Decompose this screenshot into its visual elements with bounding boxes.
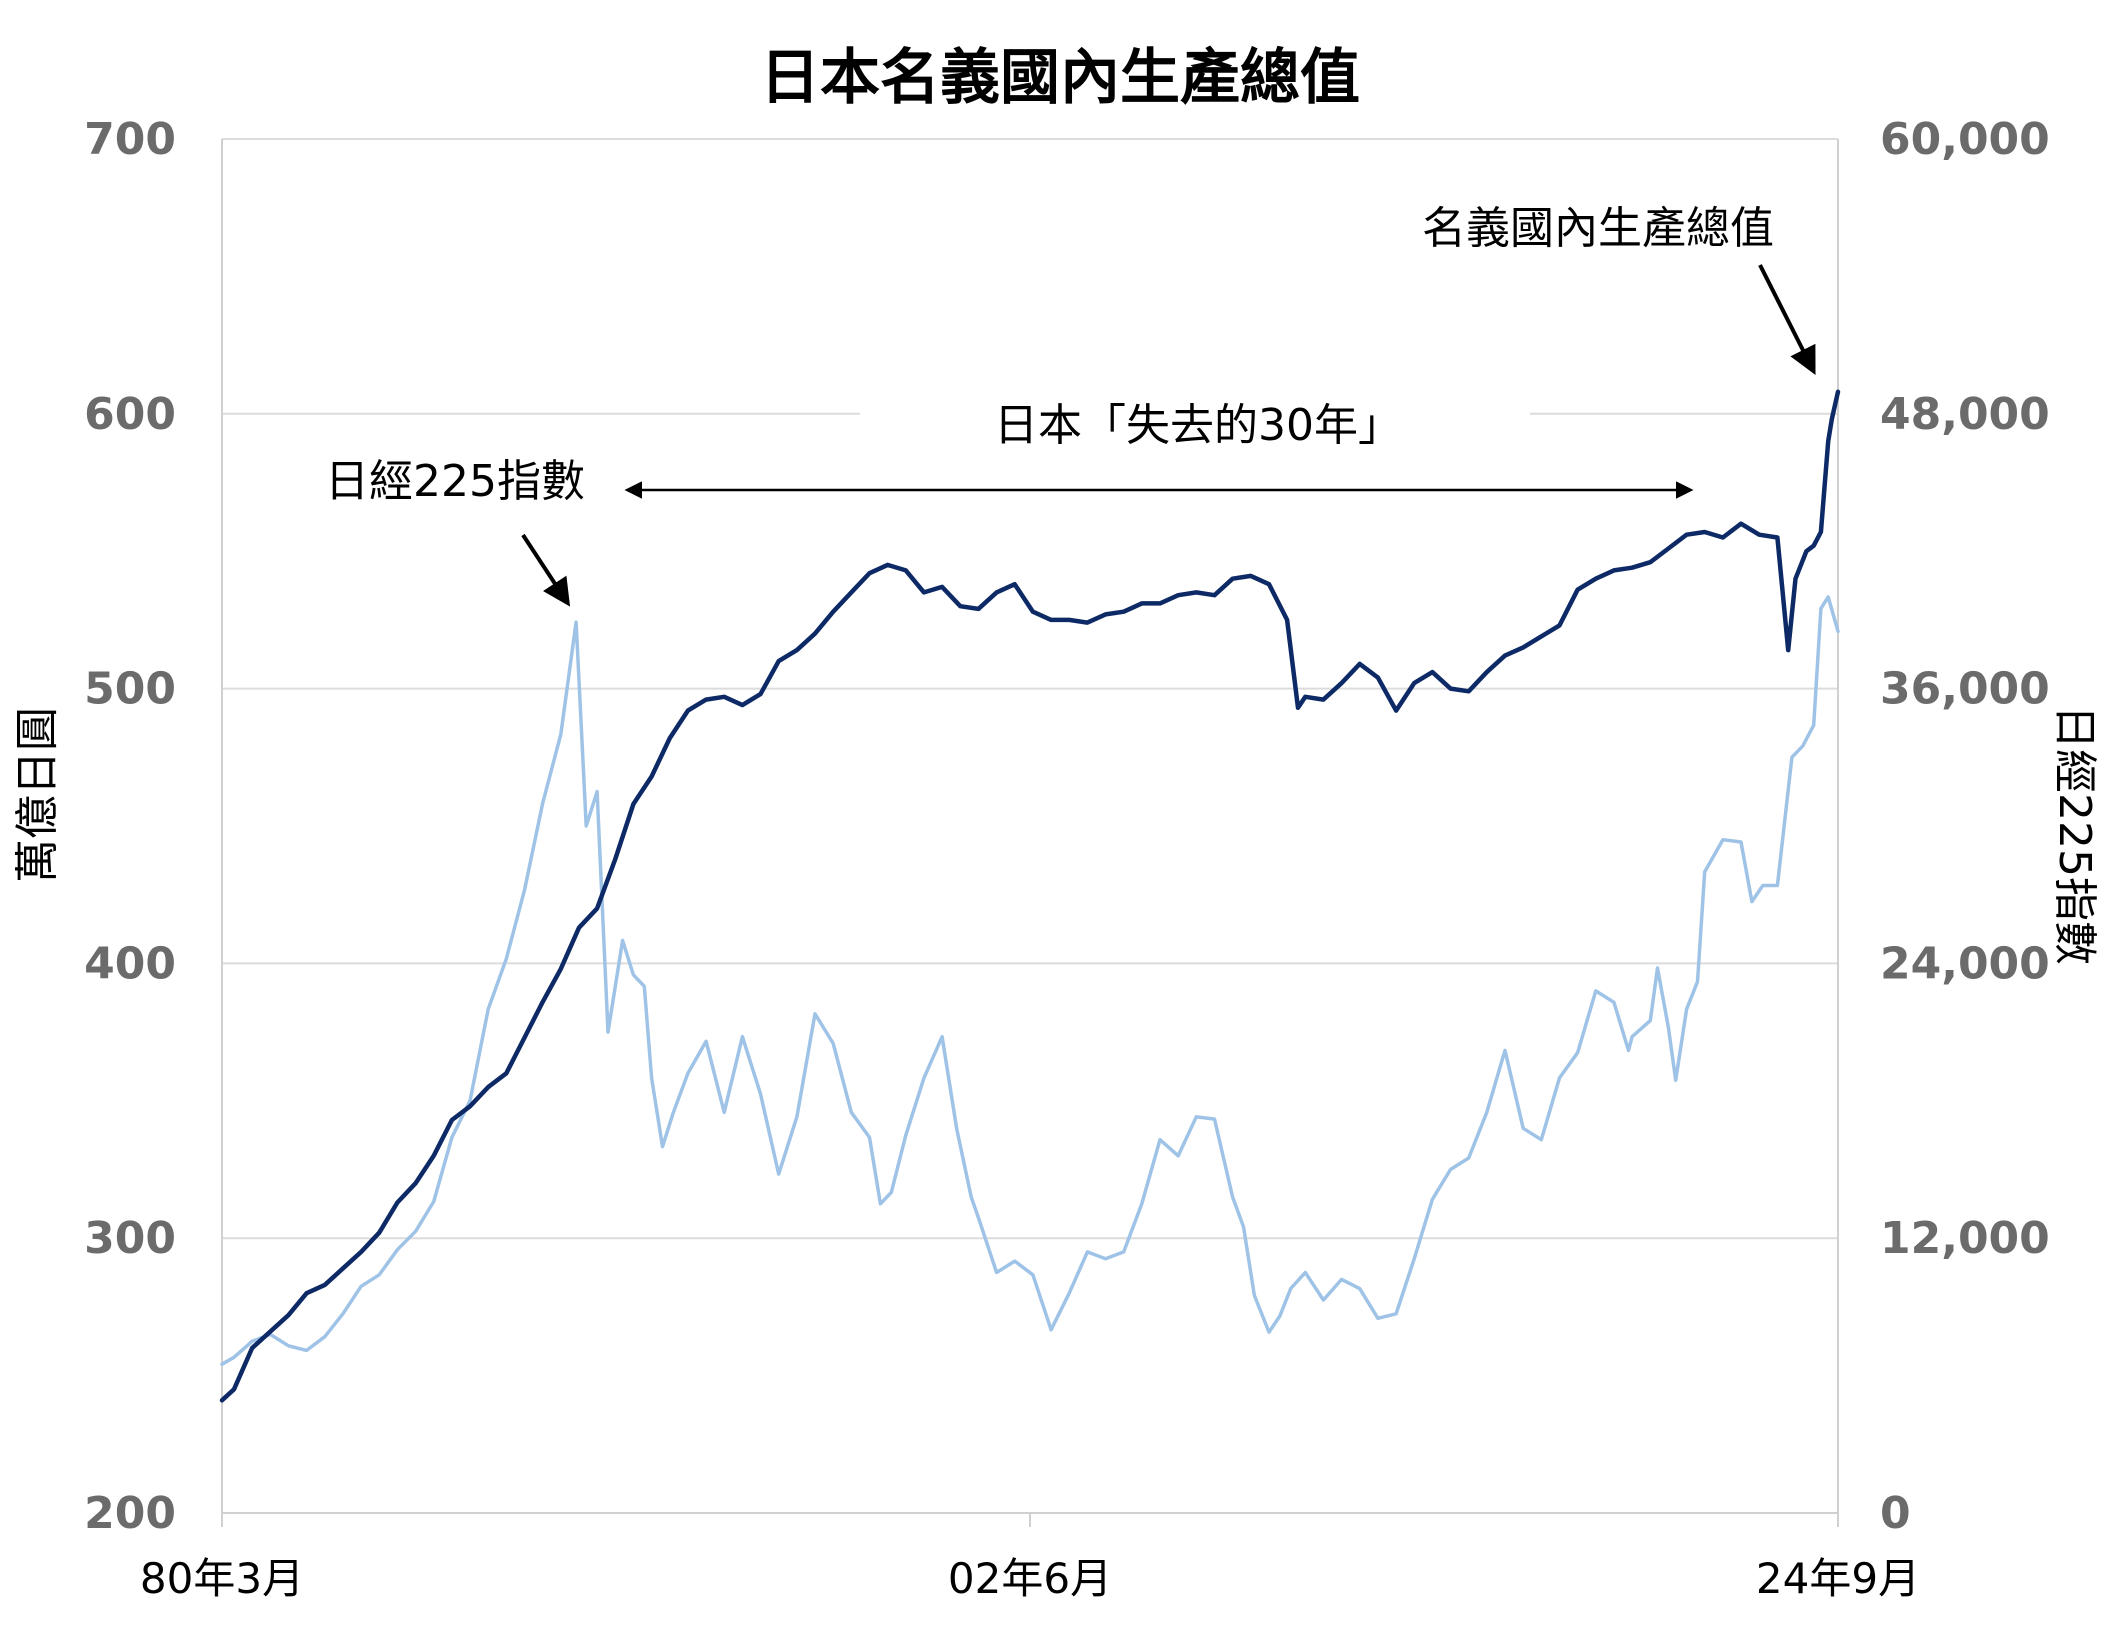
y-tick-label-right: 24,000 [1880, 938, 2050, 989]
y-tick-label-left: 400 [84, 938, 176, 989]
y-axis-label-left: 萬億日圓 [12, 707, 63, 883]
x-tick-label: 80年3月 [140, 1554, 304, 1603]
axes [221, 139, 1839, 1527]
nikkei-annotation-arrow [521, 533, 571, 607]
y-tick-label-left: 600 [84, 389, 176, 440]
gdp-annotation-arrow [1758, 264, 1816, 375]
lost-decades-label: 日本「失去的30年」 [994, 400, 1402, 451]
y-tick-label-right: 36,000 [1880, 664, 2050, 715]
y-tick-label-right: 48,000 [1880, 389, 2050, 440]
x-tick-label: 02年6月 [948, 1554, 1112, 1603]
y-tick-label-left: 200 [84, 1488, 176, 1539]
lost-decades-label-bg [860, 395, 1530, 461]
y-axis-label-right: 日經225指數 [2049, 705, 2100, 965]
series-lines [219, 389, 1841, 1403]
y-tick-label-right: 12,000 [1880, 1213, 2050, 1264]
y-tick-label-right: 0 [1880, 1488, 1911, 1539]
series-line-gdp [219, 389, 1841, 1403]
y-tick-label-left: 700 [84, 114, 176, 165]
y-tick-label-left: 500 [84, 664, 176, 715]
y-tick-label-left: 300 [84, 1213, 176, 1264]
tick-labels: 200 300 400 500 600 700 0 12,000 24,000 36,000 48,… [84, 114, 2050, 1603]
gdp-annotation-label: 名義國內生產總值 [1422, 203, 1774, 254]
x-tick-label: 24年9月 [1756, 1554, 1920, 1603]
y-tick-label-right: 60,000 [1880, 114, 2050, 165]
nikkei-annotation-label: 日經225指數 [325, 456, 585, 507]
grid [222, 138, 1838, 1240]
series-line-nikkei [220, 595, 1840, 1366]
chart-title: 日本名義國內生產總值 [760, 43, 1360, 113]
